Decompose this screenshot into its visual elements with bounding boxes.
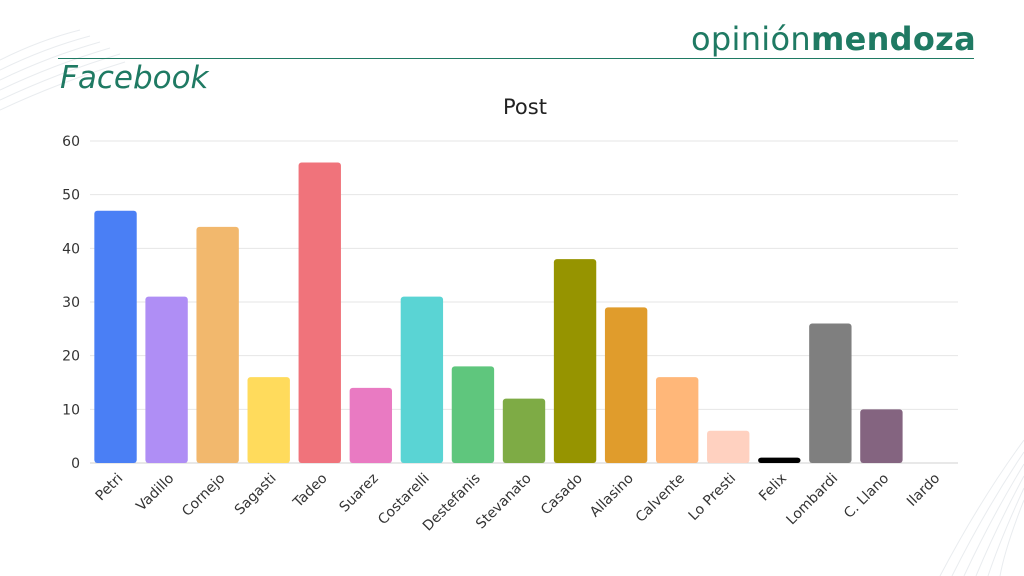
bar-lo-presti [707,430,750,463]
y-tick-label: 60 [62,134,80,150]
x-tick-label: Stevanato [473,471,535,533]
x-tick-label: Petri [93,471,127,505]
x-tick-label: Ilardo [904,471,943,510]
bar-lombardi [809,323,852,463]
y-tick-label: 0 [71,456,80,472]
y-tick-label: 10 [62,402,80,418]
brand-logo-light: opinión [691,20,811,58]
chart-title: Post [503,95,547,119]
header-divider [58,58,974,59]
bar-stevanato [502,398,546,463]
bar-calvente [655,377,699,463]
bar-casado [553,259,597,463]
bar-allasino [604,307,648,463]
brand-logo-bold: mendoza [810,20,976,58]
x-tick-label: Suarez [337,471,382,516]
x-tick-label: Calvente [633,471,688,526]
y-tick-label: 30 [62,295,80,311]
y-tick-label: 40 [62,241,80,257]
x-tick-label: Casado [538,471,586,519]
x-tick-label: Vadillo [133,471,177,515]
y-tick-label: 20 [62,349,80,365]
bar-petri [94,210,137,463]
x-tick-label: Allasino [587,471,637,521]
bar-suarez [349,387,393,463]
bar-tadeo [298,162,341,463]
bar-c-llano [860,409,903,463]
bar-vadillo [145,296,188,463]
brand-logo: opiniónmendoza [691,20,976,58]
bar-costarelli [400,296,444,463]
y-axis: 0 10 20 30 40 50 60 [62,134,80,472]
x-tick-label: C. Llano [841,471,892,522]
x-axis: Petri Vadillo Cornejo Sagasti Tadeo SuarezCos… [93,471,944,535]
bar-destefanis [451,366,495,463]
bar-felix [758,457,801,463]
x-tick-label: Felix [756,471,790,505]
bar-series [94,162,903,463]
x-tick-label: Lombardi [784,471,842,529]
x-tick-label: Cornejo [179,471,228,520]
y-tick-label: 50 [62,188,80,204]
x-tick-label: Sagasti [232,471,280,519]
x-tick-label: Lo Presti [686,471,739,524]
bar-sagasti [247,377,290,463]
section-heading: Facebook [60,60,209,96]
bar-cornejo [196,226,239,463]
x-tick-label: Tadeo [290,471,331,512]
